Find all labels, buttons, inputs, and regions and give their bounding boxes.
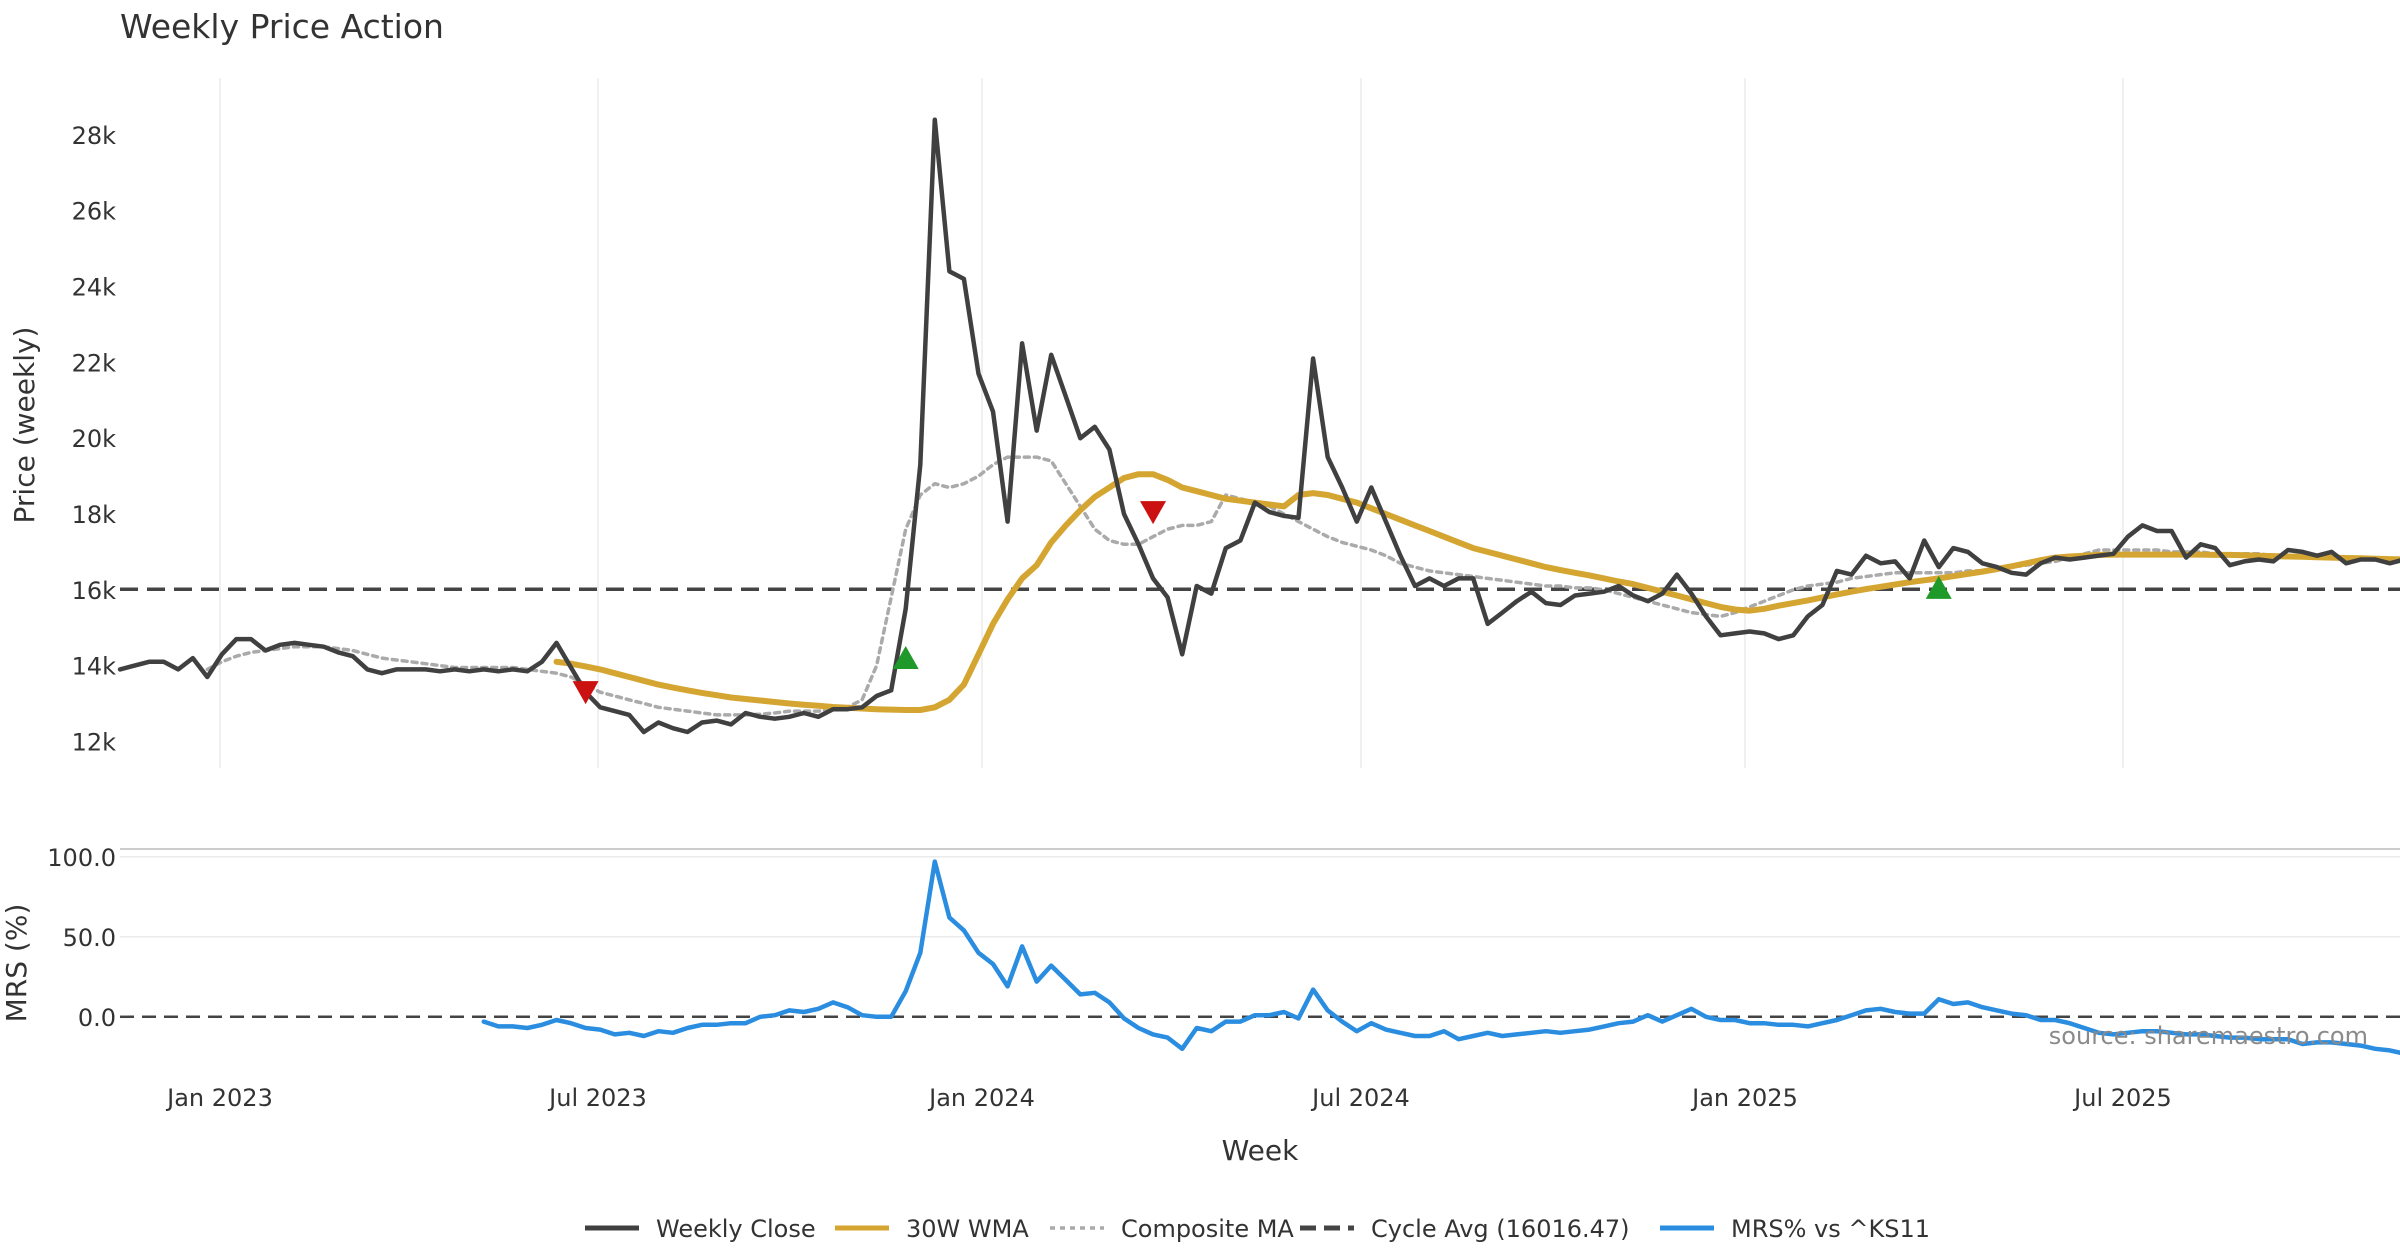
- legend-label: Weekly Close: [656, 1215, 816, 1243]
- signal-markers: [572, 501, 1952, 705]
- price-y-tick-label: 22k: [72, 349, 117, 377]
- x-tick-label: Jan 2024: [927, 1084, 1035, 1112]
- x-tick-label: Jan 2023: [165, 1084, 273, 1112]
- mrs-gridlines: [120, 856, 2400, 938]
- price-panel: 12k 14k 16k 18k 20k 22k 24k 26k 28k Price (weekl…: [8, 78, 2400, 768]
- price-y-axis-title: Price (weekly): [8, 327, 41, 524]
- legend-label: MRS% vs ^KS11: [1731, 1215, 1930, 1243]
- price-y-tick-label: 18k: [72, 501, 117, 529]
- legend-item: Cycle Avg (16016.47): [1300, 1215, 1630, 1243]
- mrs-y-axis: 0.0 50.0 100.0: [47, 844, 116, 1032]
- mrs-y-tick-label: 100.0: [47, 844, 116, 872]
- mrs-y-tick-label: 0.0: [78, 1004, 116, 1032]
- 30w-wma-line: [553, 471, 2400, 713]
- chart-title: Weekly Price Action: [120, 7, 444, 46]
- legend-label: 30W WMA: [906, 1215, 1029, 1243]
- legend-item: MRS% vs ^KS11: [1660, 1215, 1930, 1243]
- sell-signal-marker: [572, 681, 599, 705]
- x-tick-label: Jan 2025: [1690, 1084, 1798, 1112]
- legend-item: 30W WMA: [835, 1215, 1029, 1243]
- price-y-tick-label: 26k: [72, 198, 117, 226]
- source-note: source: sharemaestro.com: [2049, 1022, 2368, 1050]
- price-gridlines: [219, 78, 2124, 768]
- legend-item: Composite MA: [1050, 1215, 1294, 1243]
- x-axis: Jan 2023 Jul 2023 Jan 2024 Jul 2024 Jan 2025…: [165, 1084, 2172, 1112]
- price-series: [117, 117, 2400, 735]
- legend: Weekly Close 30W WMA Composite MA Cycle Avg…: [585, 1215, 1930, 1243]
- mrs-line: [481, 859, 2400, 1055]
- weekly-close-line: [117, 117, 2400, 735]
- buy-signal-marker: [892, 646, 919, 670]
- legend-item: Weekly Close: [585, 1215, 816, 1243]
- x-tick-label: Jul 2024: [1310, 1084, 1410, 1112]
- buy-signal-marker: [1925, 575, 1952, 599]
- mrs-y-axis-title: MRS (%): [0, 904, 33, 1023]
- composite-ma-line: [205, 455, 2319, 717]
- price-y-tick-label: 14k: [72, 653, 117, 681]
- price-y-tick-label: 24k: [72, 274, 117, 302]
- x-tick-label: Jul 2023: [547, 1084, 647, 1112]
- price-y-tick-label: 20k: [72, 425, 117, 453]
- price-y-tick-label: 16k: [72, 577, 117, 605]
- legend-label: Cycle Avg (16016.47): [1371, 1215, 1630, 1243]
- legend-label: Composite MA: [1121, 1215, 1294, 1243]
- price-y-tick-label: 28k: [72, 122, 117, 150]
- mrs-series: [481, 859, 2400, 1055]
- price-y-tick-label: 12k: [72, 728, 117, 756]
- price-y-axis: 12k 14k 16k 18k 20k 22k 24k 26k 28k: [72, 122, 117, 757]
- mrs-y-tick-label: 50.0: [63, 924, 116, 952]
- sell-signal-marker: [1140, 501, 1167, 525]
- mrs-panel: 0.0 50.0 100.0 MRS (%) source: sharemaestr…: [0, 844, 2400, 1055]
- x-tick-label: Jul 2025: [2072, 1084, 2172, 1112]
- x-axis-title: Week: [1222, 1134, 1299, 1167]
